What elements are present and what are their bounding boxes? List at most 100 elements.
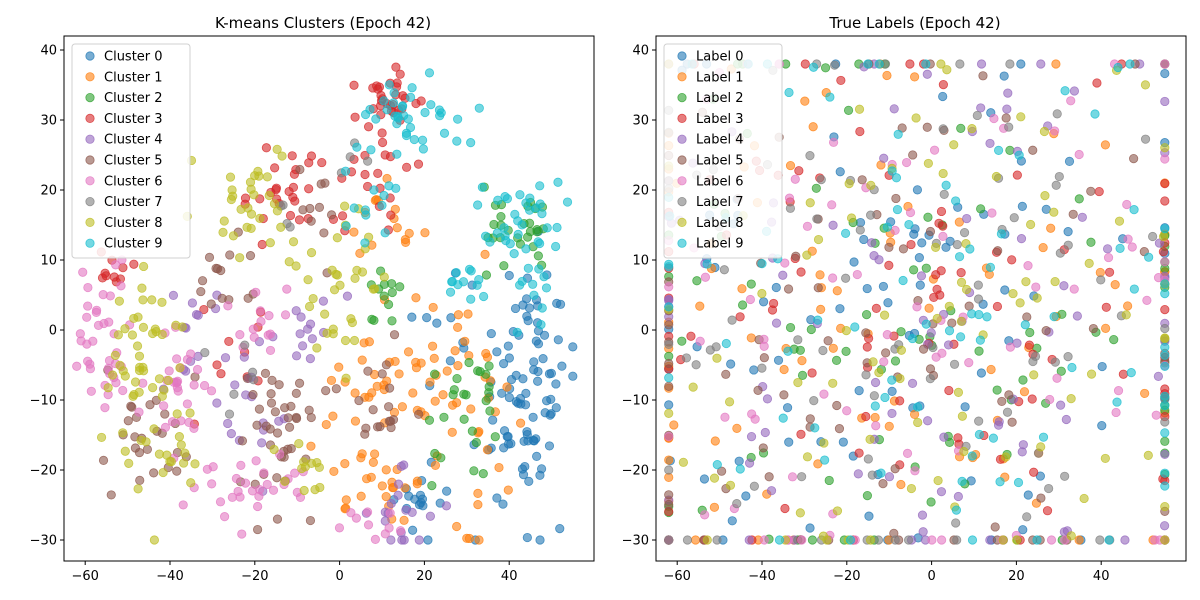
scatter-point xyxy=(248,367,258,377)
x-tick-label: 40 xyxy=(501,569,518,584)
scatter-point xyxy=(471,437,481,448)
scatter-point xyxy=(1020,320,1030,330)
scatter-point xyxy=(464,533,475,544)
scatter-point xyxy=(394,369,404,379)
scatter-point xyxy=(395,69,405,79)
scatter-point xyxy=(1044,483,1054,494)
scatter-point xyxy=(438,390,448,400)
scatter-point xyxy=(379,190,389,201)
scatter-point xyxy=(917,238,927,248)
scatter-point xyxy=(954,217,964,227)
scatter-point xyxy=(907,378,918,389)
scatter-point xyxy=(1063,240,1073,250)
scatter-point xyxy=(544,441,555,451)
scatter-point xyxy=(242,222,252,232)
scatter-point xyxy=(528,435,538,446)
scatter-point xyxy=(1069,86,1080,96)
scatter-point xyxy=(442,366,452,376)
scatter-point xyxy=(1086,237,1096,247)
chart-kmeans-clusters: K-means Clusters (Epoch 42) −60 −40 −20 0 20… xyxy=(30,14,595,584)
y-tick-label: 10 xyxy=(632,254,649,269)
scatter-point xyxy=(819,438,829,448)
scatter-point xyxy=(959,227,970,238)
scatter-point xyxy=(418,144,428,154)
scatter-point xyxy=(1005,145,1015,155)
scatter-point xyxy=(778,413,788,423)
scatter-point xyxy=(524,205,535,215)
scatter-point xyxy=(224,336,234,347)
scatter-point xyxy=(870,377,881,388)
scatter-point xyxy=(757,259,767,269)
scatter-point xyxy=(429,353,439,363)
legend-marker xyxy=(85,238,95,248)
scatter-point xyxy=(795,508,805,518)
scatter-point xyxy=(956,268,966,278)
scatter-point xyxy=(864,511,874,521)
scatter-point xyxy=(805,198,815,208)
scatter-point xyxy=(408,525,418,535)
scatter-point xyxy=(418,135,428,145)
scatter-point xyxy=(138,295,148,305)
scatter-point xyxy=(546,394,556,404)
y-tick-label: 20 xyxy=(632,184,649,199)
series-4 xyxy=(158,290,452,545)
scatter-point xyxy=(134,351,145,361)
scatter-point xyxy=(269,444,279,455)
scatter-point xyxy=(340,335,351,346)
scatter-point xyxy=(813,459,823,469)
scatter-point xyxy=(862,283,872,294)
scatter-point xyxy=(884,260,894,270)
scatter-point xyxy=(453,280,463,290)
scatter-point xyxy=(974,346,984,356)
scatter-point xyxy=(492,493,502,503)
scatter-point xyxy=(414,409,424,419)
scatter-point xyxy=(721,338,731,349)
scatter-point xyxy=(1111,407,1121,418)
scatter-point xyxy=(518,374,528,384)
scatter-point xyxy=(944,385,954,396)
scatter-point xyxy=(1005,342,1016,352)
scatter-point xyxy=(254,404,265,414)
scatter-point xyxy=(905,59,915,69)
scatter-point xyxy=(664,490,674,500)
scatter-point xyxy=(515,418,526,428)
scatter-point xyxy=(1031,282,1041,292)
scatter-point xyxy=(911,113,921,123)
y-tick-label: −10 xyxy=(30,394,57,409)
scatter-point xyxy=(276,222,286,232)
scatter-point xyxy=(874,367,884,378)
scatter-point xyxy=(882,222,893,232)
scatter-point xyxy=(272,144,282,154)
scatter-point xyxy=(498,499,508,509)
scatter-point xyxy=(310,484,320,495)
scatter-point xyxy=(779,364,789,375)
scatter-point xyxy=(863,59,873,69)
scatter-point xyxy=(1059,281,1069,291)
scatter-point xyxy=(909,72,920,82)
scatter-point xyxy=(961,284,972,295)
scatter-point xyxy=(1016,112,1026,122)
scatter-point xyxy=(1160,449,1170,460)
scatter-point xyxy=(185,408,195,418)
scatter-point xyxy=(1158,232,1169,242)
scatter-point xyxy=(832,400,842,411)
scatter-point xyxy=(938,91,948,102)
scatter-point xyxy=(1004,122,1014,132)
scatter-point xyxy=(555,524,565,534)
scatter-point xyxy=(1090,109,1100,119)
legend-marker xyxy=(677,134,687,144)
scatter-point xyxy=(341,373,351,383)
scatter-point xyxy=(130,377,141,387)
scatter-point xyxy=(797,355,807,366)
scatter-point xyxy=(926,497,936,507)
scatter-point xyxy=(368,457,378,467)
scatter-point xyxy=(352,142,362,152)
scatter-point xyxy=(813,283,823,293)
scatter-point xyxy=(120,446,130,456)
scatter-point xyxy=(291,413,302,424)
scatter-point xyxy=(553,335,563,345)
scatter-point xyxy=(272,428,283,438)
scatter-point xyxy=(551,241,561,252)
scatter-point xyxy=(1009,213,1019,223)
scatter-point xyxy=(806,324,816,335)
